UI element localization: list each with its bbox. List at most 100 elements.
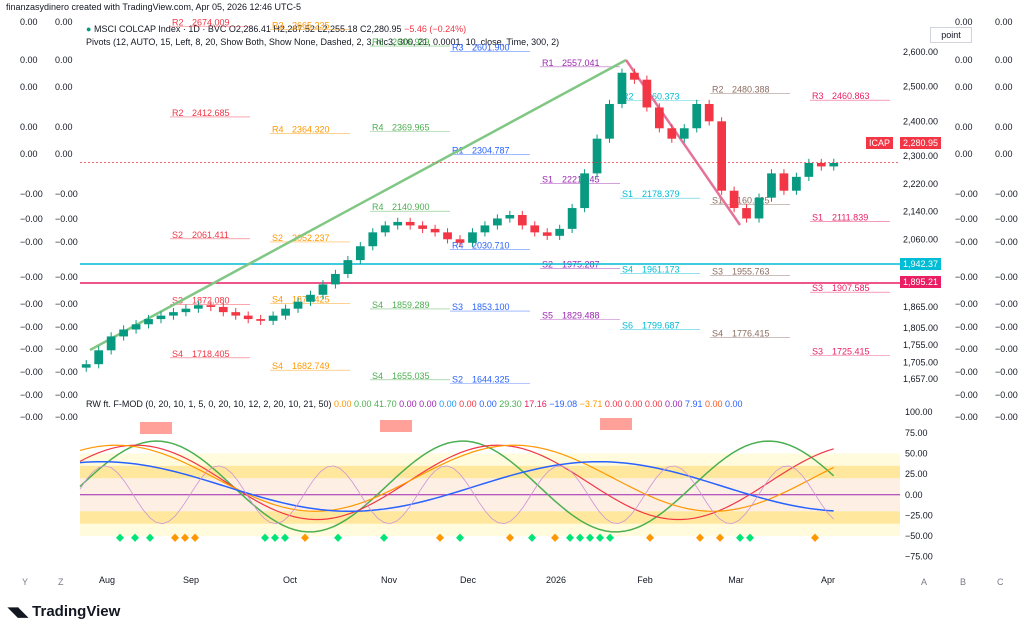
sell-signal-icon: [181, 533, 189, 542]
candle-body: [256, 319, 266, 321]
open-value: O2,286.41: [228, 24, 271, 34]
pivot-value: 2178.379: [642, 189, 680, 199]
left-value: −0.00: [20, 272, 43, 282]
left-value: −0.00: [20, 390, 43, 400]
osc-tick-label: −50.00: [905, 531, 933, 541]
candle-body: [181, 308, 191, 313]
right-value: −0.00: [955, 390, 978, 400]
pivot-type: S6: [622, 321, 633, 331]
candle-body: [630, 72, 639, 80]
candle-body: [119, 329, 128, 337]
pivots-legend[interactable]: Pivots (12, AUTO, 15, Left, 8, 20, Show …: [86, 37, 560, 47]
osc-value: 29.30: [496, 399, 522, 409]
change-value: −5.46 (−0.24%): [404, 24, 467, 34]
price-tick-label: 1,755.00: [903, 340, 938, 350]
osc-purple-line: [79, 465, 834, 525]
pivot-value: 1859.289: [392, 300, 430, 310]
candle-body: [804, 162, 814, 177]
oscillator-legend[interactable]: RW ft. F-MOD (0, 20, 10, 1, 5, 0, 20, 10…: [86, 399, 743, 409]
right-value-b: −0.00: [995, 299, 1018, 309]
buy-signal-icon: [131, 533, 139, 542]
buy-signal-icon: [586, 533, 594, 542]
last-price-tag: 2,280.95: [900, 137, 942, 149]
candle-body: [443, 232, 452, 240]
right-value: −0.00: [955, 272, 978, 282]
a-button[interactable]: A: [921, 577, 928, 587]
candle-body: [355, 246, 365, 261]
osc-band-lo: [80, 511, 900, 524]
month-label: Feb: [637, 575, 653, 585]
right-value: 0.00: [955, 149, 973, 159]
right-value: 0.00: [955, 122, 973, 132]
candle-body: [542, 232, 552, 236]
left-value-b: −0.00: [55, 189, 78, 199]
candle-body: [218, 306, 228, 313]
price-tick-label: 2,600.00: [903, 47, 938, 57]
point-label[interactable]: point: [930, 27, 972, 43]
candle-body: [679, 128, 689, 139]
pivot-value: 1718.405: [192, 349, 230, 359]
candle-body: [81, 364, 91, 368]
candle-body: [779, 173, 789, 191]
left-value-b: −0.00: [55, 367, 78, 377]
pivot-type: S2: [272, 233, 283, 243]
candle-body: [580, 173, 589, 209]
close-value: C2,280.95: [360, 24, 402, 34]
candle-body: [393, 221, 403, 226]
icap-tag: ICAP: [866, 137, 894, 149]
sell-signal-icon: [301, 533, 309, 542]
left-value: −0.00: [20, 189, 43, 199]
osc-blue-line: [79, 460, 834, 513]
left-value: 0.00: [20, 55, 38, 65]
pivot-value: 2412.685: [192, 108, 230, 118]
pivot-value: 2304.787: [472, 145, 510, 155]
candle-body: [206, 305, 216, 307]
buy-signal-icon: [576, 533, 584, 542]
candle-body: [331, 273, 340, 285]
symbol-title[interactable]: MSCI COLCAP Index · 1D · BVC: [93, 24, 227, 34]
osc-value: 0.00: [436, 399, 457, 409]
osc-value: −3.71: [577, 399, 603, 409]
tradingview-logo[interactable]: ◥◣ TradingView: [8, 603, 120, 620]
pivot-type: R4: [372, 123, 384, 133]
pivot-type: R2: [622, 91, 634, 101]
buy-signal-icon: [746, 533, 754, 542]
price-tick-label: 2,300.00: [903, 151, 938, 161]
left-value: 0.00: [20, 149, 38, 159]
c-button[interactable]: C: [997, 577, 1004, 587]
candle-body: [792, 176, 801, 191]
month-label: Apr: [821, 575, 835, 585]
pivot-type: S4: [372, 300, 383, 310]
pivot-type: R1: [542, 58, 554, 68]
b-button[interactable]: B: [960, 577, 967, 587]
trend-down-line: [624, 59, 742, 226]
left-value-b: −0.00: [55, 237, 78, 247]
attribution: finanzasydinero created with TradingView…: [6, 2, 302, 12]
price-tick-label: 2,060.00: [903, 234, 938, 244]
pivot-value: 2460.863: [832, 91, 870, 101]
left-value: −0.00: [20, 412, 43, 422]
candle-body: [555, 228, 565, 236]
right-value-b: −0.00: [995, 272, 1018, 282]
pivot-type: S3: [172, 295, 183, 305]
left-value-b: −0.00: [55, 322, 78, 332]
osc-green-line: [79, 440, 835, 533]
y-button[interactable]: Y: [22, 577, 29, 587]
candle-body: [692, 103, 702, 129]
pivot-type: S5: [542, 310, 553, 320]
price-tag-2: 1,895.21: [900, 276, 942, 288]
osc-value: 0.00: [351, 399, 372, 409]
price-tag-1: 1,942.37: [900, 258, 942, 270]
pivot-value: 2369.965: [392, 123, 430, 133]
sell-signal-icon: [436, 533, 444, 542]
candle-body: [530, 225, 540, 233]
pivot-type: S2: [542, 260, 553, 270]
oscillator-values: 0.00 0.00 41.70 0.00 0.00 0.00 0.00 0.00…: [334, 399, 743, 409]
pivot-value: 2160.125: [732, 196, 770, 206]
right-value: −0.00: [955, 189, 978, 199]
candle-body: [231, 312, 241, 316]
pivot-type: R4: [452, 240, 464, 250]
candle-body: [156, 315, 166, 320]
z-button[interactable]: Z: [58, 577, 64, 587]
